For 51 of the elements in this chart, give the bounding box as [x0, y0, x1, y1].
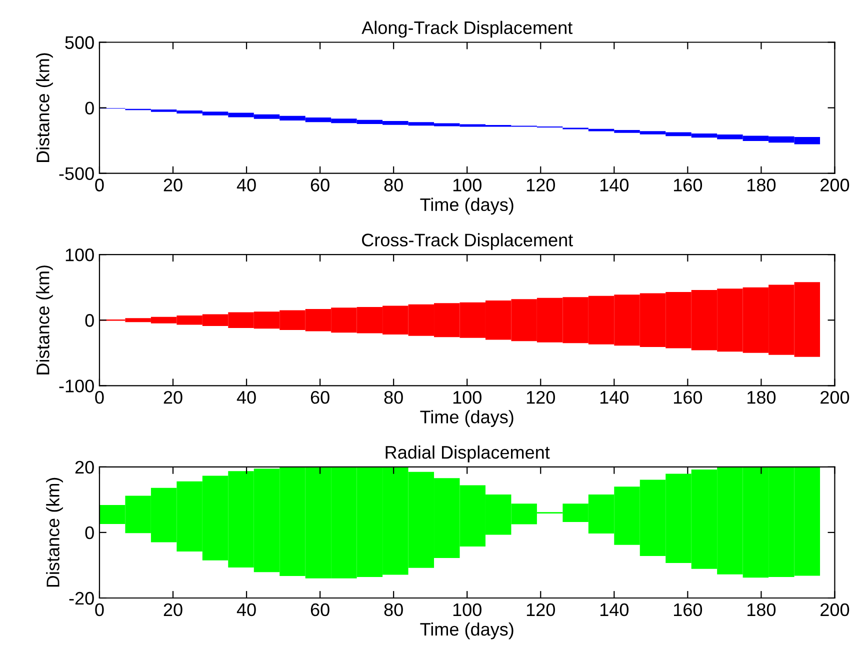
chart-title: Cross-Track Displacement — [362, 233, 573, 250]
chart-title: Along-Track Displacement — [362, 20, 572, 38]
x-tick-label: 100 — [453, 391, 482, 404]
x-axis-title: Time (days) — [420, 198, 514, 215]
x-tick-label: 20 — [164, 603, 182, 616]
x-tick-label: 160 — [674, 391, 702, 404]
x-tick-label: 180 — [748, 603, 776, 616]
y-axis-title: Distance (km) — [36, 53, 53, 162]
x-tick-label: 160 — [674, 178, 702, 192]
x-tick-label: 140 — [600, 603, 629, 616]
x-tick-label: 80 — [384, 391, 403, 404]
x-tick-label: 180 — [748, 178, 776, 192]
y-tick-label: 500 — [65, 36, 94, 49]
y-tick-label: 20 — [75, 460, 94, 474]
x-tick-label: 40 — [236, 178, 256, 192]
x-tick-label: 120 — [526, 391, 555, 404]
x-tick-label: 40 — [236, 603, 256, 616]
y-axis-title: Distance (km) — [46, 478, 63, 587]
x-tick-label: 200 — [820, 603, 850, 616]
y-tick-label: -100 — [59, 380, 94, 392]
x-tick-label: 40 — [236, 391, 256, 404]
y-tick-label: 0 — [85, 526, 94, 540]
x-tick-label: 0 — [95, 391, 104, 404]
x-tick-label: 120 — [526, 603, 555, 616]
x-tick-label: 100 — [453, 603, 482, 616]
x-tick-label: 180 — [748, 391, 776, 404]
x-tick-label: 80 — [384, 178, 403, 192]
y-tick-label: -500 — [59, 167, 94, 180]
y-axis-title: Distance (km) — [36, 266, 53, 374]
x-tick-label: 20 — [164, 391, 182, 404]
x-tick-label: 80 — [384, 603, 403, 616]
x-tick-label: 140 — [600, 391, 629, 404]
y-tick-label: -20 — [69, 592, 94, 605]
x-tick-label: 0 — [95, 603, 104, 616]
x-axis-title: Time (days) — [420, 622, 514, 640]
x-tick-label: 60 — [310, 603, 330, 616]
x-tick-label: 160 — [674, 603, 702, 616]
y-tick-label: 100 — [66, 248, 94, 262]
x-tick-label: 60 — [310, 178, 330, 192]
x-axis-title: Time (days) — [420, 410, 514, 427]
chart-title: Radial Displacement — [386, 446, 550, 462]
x-tick-label: 200 — [820, 391, 850, 404]
y-tick-label: 0 — [85, 102, 94, 115]
x-tick-label: 60 — [310, 391, 330, 404]
x-tick-label: 0 — [95, 178, 104, 192]
x-tick-label: 140 — [600, 178, 629, 192]
x-tick-label: 20 — [164, 178, 182, 192]
x-tick-label: 120 — [526, 178, 555, 192]
y-tick-label: 0 — [85, 314, 94, 327]
x-tick-label: 100 — [453, 178, 482, 192]
x-tick-label: 200 — [820, 178, 850, 192]
